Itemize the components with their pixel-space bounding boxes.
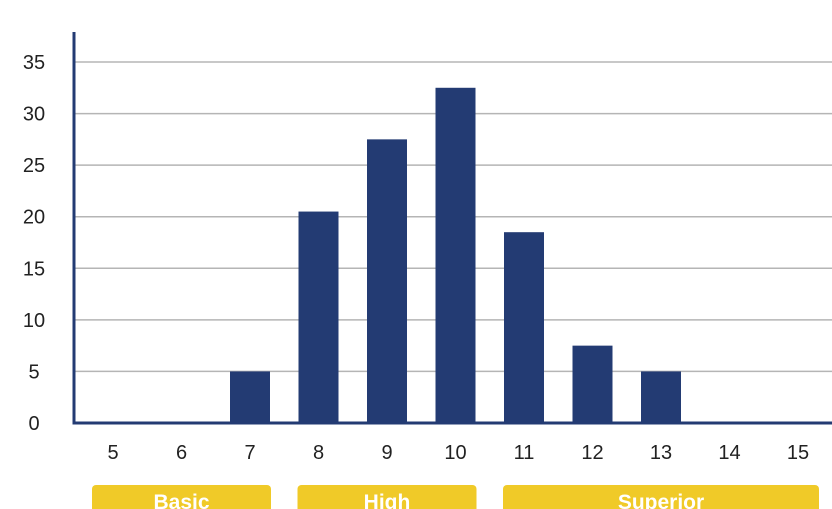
band-superior: [503, 485, 819, 509]
y-tick-labels: 0 5 10 15 20 25 30 35: [23, 52, 45, 435]
bar-10: [435, 87, 476, 424]
axes: [72, 32, 832, 425]
x-tick-label-9: 9: [381, 442, 392, 464]
y-tick-label-20: 20: [23, 207, 45, 229]
x-tick-label-15: 15: [787, 442, 809, 464]
x-tick-label-8: 8: [313, 442, 324, 464]
band-label-basic: Basic: [153, 491, 209, 509]
bar-7: [230, 371, 270, 423]
y-tick-label-15: 15: [23, 258, 45, 280]
bar-11: [504, 232, 544, 423]
bar-13: [641, 371, 681, 423]
x-tick-label-10: 10: [444, 442, 466, 464]
y-tick-label-25: 25: [23, 155, 45, 177]
x-tick-label-13: 13: [650, 442, 672, 464]
band-label-superior: Superior: [618, 491, 704, 509]
x-tick-label-14: 14: [718, 442, 740, 464]
bar-8: [298, 211, 339, 423]
x-tick-labels: 5 6 7 8 9 10 11 12 13 14 15: [107, 442, 809, 464]
band-high: [297, 485, 477, 509]
bar-12: [572, 345, 613, 423]
category-bands: Basic High Superior: [92, 485, 819, 509]
y-tick-label-10: 10: [23, 310, 45, 332]
y-tick-label-35: 35: [23, 52, 45, 74]
y-tick-label-5: 5: [28, 361, 39, 383]
x-tick-label-6: 6: [176, 442, 187, 464]
x-tick-label-12: 12: [581, 442, 603, 464]
bars: [230, 87, 681, 424]
bar-9: [367, 139, 407, 423]
x-tick-label-11: 11: [514, 442, 535, 464]
y-tick-label-30: 30: [23, 104, 45, 126]
band-label-high: High: [364, 491, 411, 509]
y-tick-label-0: 0: [28, 413, 39, 435]
x-tick-label-5: 5: [107, 442, 118, 464]
band-basic: [92, 485, 271, 509]
x-tick-label-7: 7: [244, 442, 255, 464]
